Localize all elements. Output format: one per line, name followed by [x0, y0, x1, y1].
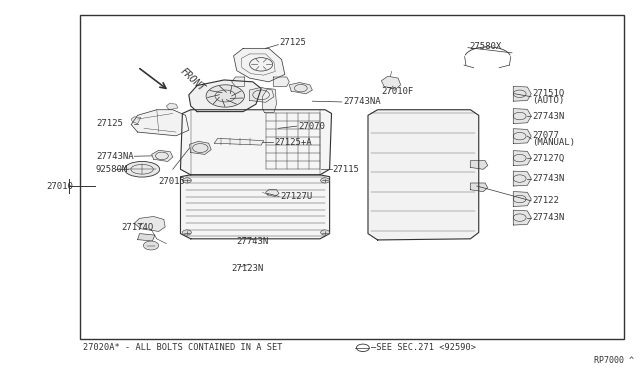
Polygon shape — [250, 87, 274, 102]
Polygon shape — [513, 129, 531, 144]
Polygon shape — [513, 109, 531, 124]
Text: 27015: 27015 — [159, 177, 186, 186]
Polygon shape — [131, 110, 189, 136]
Polygon shape — [152, 150, 173, 161]
Circle shape — [321, 230, 330, 235]
Polygon shape — [232, 77, 244, 86]
Text: 27580X: 27580X — [469, 42, 501, 51]
Bar — [80, 15, 624, 339]
Ellipse shape — [125, 161, 160, 177]
Polygon shape — [166, 103, 178, 110]
Polygon shape — [513, 151, 531, 166]
Text: 27743NA: 27743NA — [343, 97, 381, 106]
Text: 27010: 27010 — [46, 182, 73, 190]
Polygon shape — [368, 110, 479, 240]
Text: 27127Q: 27127Q — [532, 154, 564, 163]
Polygon shape — [513, 171, 531, 186]
Text: 27122: 27122 — [532, 196, 559, 205]
Polygon shape — [180, 110, 332, 175]
Text: —SEE SEC.271 <92590>: —SEE SEC.271 <92590> — [371, 343, 476, 352]
Text: 27151Q: 27151Q — [532, 89, 564, 98]
Text: 27743N: 27743N — [532, 112, 564, 121]
Text: 27125: 27125 — [280, 38, 307, 46]
Polygon shape — [131, 117, 141, 124]
Text: 27010F: 27010F — [381, 87, 413, 96]
Text: RP7000 ^: RP7000 ^ — [594, 356, 634, 365]
Polygon shape — [513, 210, 531, 225]
Text: (MANUAL): (MANUAL) — [532, 138, 575, 147]
Text: 92580M: 92580M — [96, 165, 128, 174]
Polygon shape — [513, 192, 531, 206]
Polygon shape — [189, 80, 261, 112]
Text: 27743N: 27743N — [532, 213, 564, 222]
Circle shape — [143, 241, 159, 250]
Text: (AUTO): (AUTO) — [532, 96, 564, 105]
Polygon shape — [180, 175, 330, 239]
Text: 27127U: 27127U — [280, 192, 312, 201]
Polygon shape — [214, 138, 264, 145]
Text: 27123N: 27123N — [232, 264, 264, 273]
Text: 27743NA: 27743NA — [96, 152, 134, 161]
Text: 27125: 27125 — [96, 119, 123, 128]
Text: 27743N: 27743N — [532, 174, 564, 183]
Polygon shape — [262, 89, 276, 112]
Text: 27115: 27115 — [333, 165, 360, 174]
Circle shape — [206, 85, 244, 107]
Polygon shape — [134, 217, 165, 231]
Polygon shape — [381, 76, 401, 89]
Text: 27077: 27077 — [532, 131, 559, 140]
Text: 27125+A: 27125+A — [274, 138, 312, 147]
Polygon shape — [513, 86, 531, 101]
Polygon shape — [470, 183, 488, 192]
Circle shape — [321, 178, 330, 183]
Polygon shape — [470, 161, 488, 169]
Circle shape — [182, 230, 191, 235]
Polygon shape — [266, 190, 279, 196]
Polygon shape — [234, 48, 285, 82]
Circle shape — [182, 178, 191, 183]
Text: 27020A* - ALL BOLTS CONTAINED IN A SET: 27020A* - ALL BOLTS CONTAINED IN A SET — [83, 343, 283, 352]
Text: 27743N: 27743N — [237, 237, 269, 246]
Text: 27070: 27070 — [298, 122, 325, 131]
Text: 27174Q: 27174Q — [122, 223, 154, 232]
Polygon shape — [273, 77, 289, 86]
Text: FRONT: FRONT — [178, 66, 206, 94]
Polygon shape — [289, 83, 312, 94]
Polygon shape — [138, 234, 155, 241]
Polygon shape — [189, 141, 211, 154]
